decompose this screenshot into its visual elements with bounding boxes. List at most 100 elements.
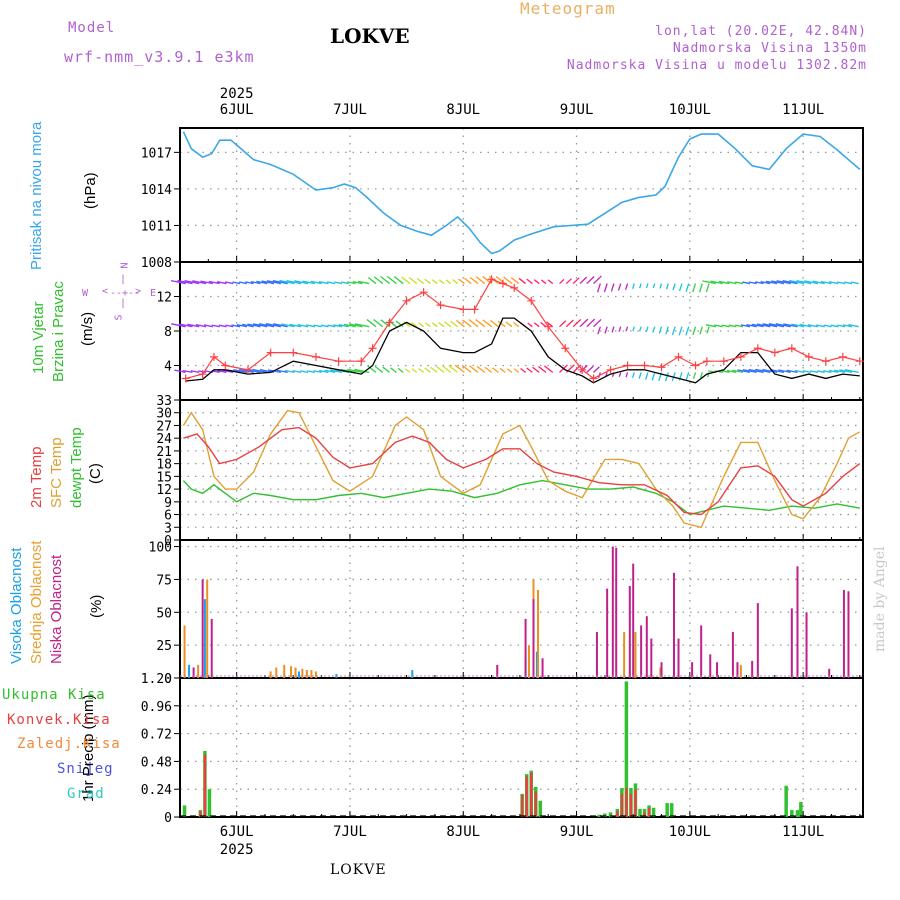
convective-rain-bar [634, 789, 637, 817]
wind-arrow [742, 369, 757, 374]
ytick-label-temperature: 9 [164, 496, 172, 511]
footer-station: LOKVE [330, 862, 387, 878]
low-cloud-bar [756, 603, 759, 678]
wind-arrow [418, 367, 424, 373]
wind-arrow [559, 278, 565, 285]
mid-cloud-bar [739, 664, 742, 678]
low-cloud-bar [805, 612, 808, 678]
wind-arrow [828, 369, 839, 374]
low-cloud-bar [628, 586, 631, 678]
mid-cloud-bar [659, 667, 662, 678]
wind-arrow [464, 277, 472, 285]
pressure-line [182, 131, 861, 255]
total-rain-bar [608, 812, 613, 817]
wind-arrow [834, 369, 846, 374]
wind-arrow [170, 279, 186, 285]
wind-arrow [742, 281, 751, 285]
wind-arrow [425, 322, 431, 328]
ytick-label-cloud_cover: 0 [164, 672, 172, 687]
ytick-label-temperature: 30 [156, 407, 172, 422]
legend-convective-rain: Konvek.Kisa [7, 712, 111, 728]
mid-cloud-bar [206, 579, 209, 678]
day-label-top: 10JUL [669, 102, 711, 118]
wind-arrow [829, 281, 839, 285]
wind-arrow [177, 279, 193, 285]
low-cloud-bar [496, 664, 499, 678]
wind-arrow [358, 280, 370, 285]
wind-arrow [652, 283, 656, 289]
wind-arrow [397, 367, 404, 373]
low-cloud-bar [595, 632, 598, 678]
ytick-label-precipitation: 0.48 [141, 755, 172, 770]
mid-cloud-bar [283, 664, 286, 678]
wind-arrow [804, 280, 819, 285]
wind-arrow [836, 281, 846, 285]
wind-arrow [737, 369, 751, 374]
low-cloud-bar [677, 638, 680, 678]
model-name: wrf-nmm_v3.9.1 e3km [64, 48, 255, 66]
wind-arrow [272, 279, 288, 285]
wind-arrow [211, 324, 220, 328]
wind-arrow [343, 323, 356, 328]
wind-arrow [692, 326, 697, 336]
wind-arrow [469, 277, 479, 285]
mid-cloud-bar [290, 666, 293, 678]
wind-arrow [768, 323, 785, 328]
wind-speed-marker [510, 283, 519, 292]
wind-arrow [475, 319, 486, 328]
wind-arrow [184, 279, 200, 285]
wind-arrow [533, 279, 540, 285]
wind-arrow [593, 275, 602, 285]
mid-cloud-bar [623, 632, 626, 678]
wind-arrow [586, 318, 596, 328]
wind-speed-marker [357, 357, 366, 366]
wind-arrow [533, 322, 540, 328]
wind-arrow [401, 276, 411, 285]
wind-arrow [445, 279, 452, 285]
low-cloud-bar [709, 654, 712, 678]
wind-speed-marker [736, 352, 745, 361]
wind-arrow [631, 372, 635, 378]
wind-arrow [698, 283, 703, 293]
wind-arrow [546, 321, 554, 328]
low-cloud-bar [192, 667, 195, 678]
wind-arrow [489, 319, 499, 328]
wind-arrow [842, 324, 852, 328]
high-cloud-bar [411, 670, 414, 678]
convective-rain-bar [534, 791, 538, 817]
wind-arrow [279, 279, 295, 285]
wind-arrow [497, 320, 506, 328]
wind-arrow [844, 368, 859, 374]
convective-rain-bar [525, 776, 528, 817]
wind-arrow [203, 324, 213, 328]
wind-arrow [518, 277, 526, 285]
wind-speed-marker [487, 275, 496, 284]
ytick-label-wind: 12 [156, 291, 172, 306]
wind-arrow [382, 366, 391, 373]
mid-cloud-bar [275, 667, 278, 678]
wind-speed-marker [527, 296, 536, 305]
wind-arrow [559, 320, 567, 328]
wind-arrow [778, 369, 791, 374]
wind-arrow [352, 281, 363, 285]
wind-arrow [848, 323, 859, 328]
wind-speed-marker [838, 352, 847, 361]
high-cloud-bar [188, 664, 191, 678]
wind-speed-marker [606, 365, 615, 374]
wind-speed-marker [691, 361, 700, 370]
wind-arrow [632, 326, 635, 332]
wind-speed-marker [368, 344, 377, 353]
wind-speed-marker [289, 348, 298, 357]
low-cloud-bar [828, 668, 831, 678]
wind-speed-marker [266, 348, 275, 357]
wind-arrow [791, 323, 805, 328]
wind-arrow [776, 280, 791, 285]
wind-arrow [610, 283, 615, 292]
wind-arrow [475, 276, 486, 285]
wind-arrow [218, 324, 227, 328]
wind-arrow [333, 324, 343, 328]
wind-arrow [765, 280, 778, 285]
mid-cloud-bar [294, 667, 297, 678]
panel-frame-cloud_cover [179, 539, 864, 679]
wind-arrow [751, 323, 764, 328]
